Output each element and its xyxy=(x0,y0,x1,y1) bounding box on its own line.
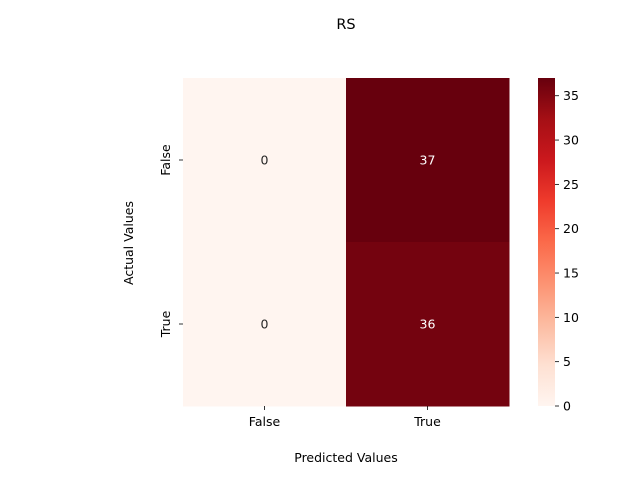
colorbar-tick-label: 5 xyxy=(563,354,571,369)
colorbar xyxy=(538,78,555,406)
heatmap-cell-labels: 0 37 0 36 xyxy=(261,153,436,332)
colorbar-ticks: 0 5 10 15 20 25 30 35 xyxy=(555,88,579,414)
x-axis-label: Predicted Values xyxy=(294,450,398,465)
colorbar-tick-label: 35 xyxy=(563,88,579,103)
colorbar-tick-label: 25 xyxy=(563,177,579,192)
chart-title: RS xyxy=(336,17,355,33)
heatmap-cell xyxy=(346,78,510,243)
y-axis-label: Actual Values xyxy=(121,201,136,285)
cell-value-label: 0 xyxy=(261,153,269,168)
y-tick-label: True xyxy=(158,310,173,338)
y-axis: False True xyxy=(158,144,183,338)
colorbar-tick-label: 0 xyxy=(563,399,571,414)
x-tick-label: True xyxy=(413,414,441,429)
heatmap-cell xyxy=(346,242,510,407)
colorbar-tick-label: 10 xyxy=(563,310,579,325)
cell-value-label: 37 xyxy=(420,153,436,168)
colorbar-tick-label: 30 xyxy=(563,133,579,148)
heatmap-cell xyxy=(183,78,347,243)
colorbar-tick-label: 20 xyxy=(563,221,579,236)
heatmap-cells xyxy=(183,78,510,407)
x-tick-label: False xyxy=(249,414,281,429)
cell-value-label: 36 xyxy=(420,317,436,332)
heatmap-cell xyxy=(183,242,347,407)
colorbar-tick-label: 15 xyxy=(563,266,579,281)
y-tick-label: False xyxy=(158,144,173,176)
x-axis: False True xyxy=(249,406,441,429)
cell-value-label: 0 xyxy=(261,317,269,332)
